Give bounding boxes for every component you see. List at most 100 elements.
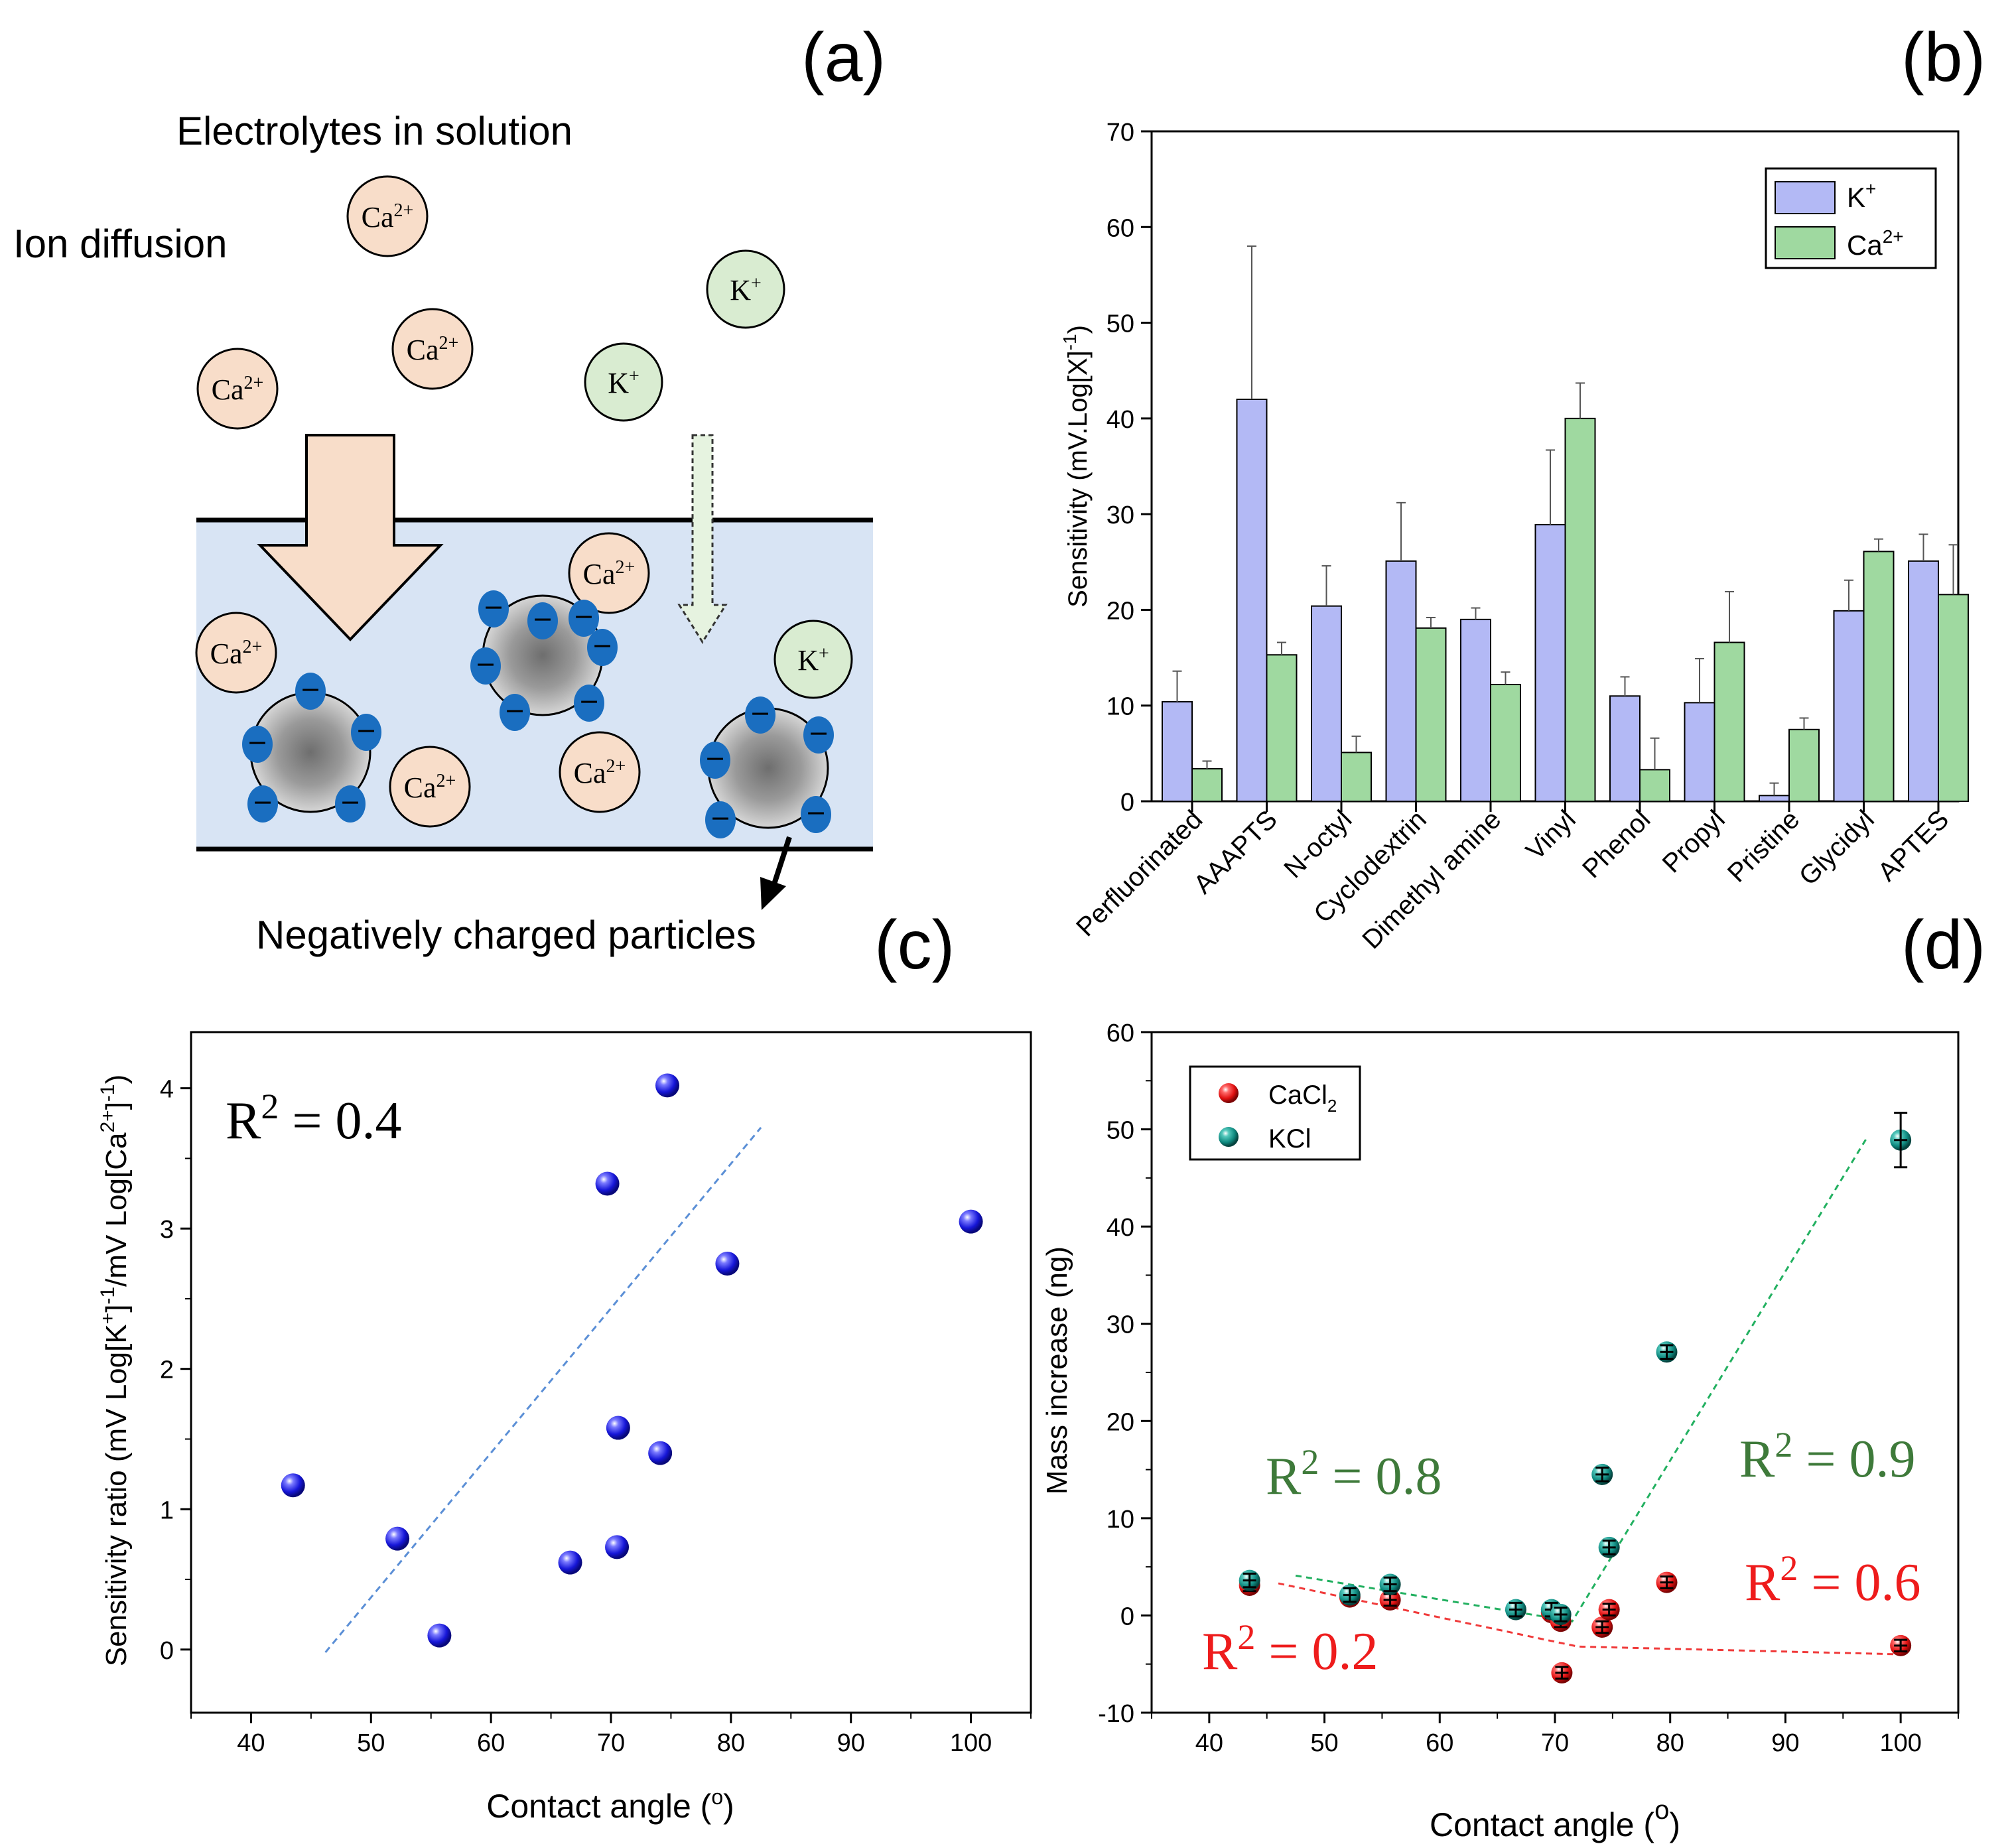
panel-label-a: (a) xyxy=(801,19,886,96)
legend-label-k: K xyxy=(1847,182,1865,213)
bar-chart-panel: 010203040506070PerfluorinatedAAAPTSN-oct… xyxy=(1059,119,1969,955)
x-tick-label: 40 xyxy=(237,1729,265,1757)
ratio-r2-annotation: R2 = 0.4 xyxy=(226,1087,401,1150)
svg-text:Ca2+: Ca2+ xyxy=(574,756,626,789)
ratio-x-axis-label: Contact angle (o) xyxy=(486,1785,734,1825)
negative-charge xyxy=(569,600,599,637)
ca-ion-label: Ca xyxy=(212,373,244,406)
data-point xyxy=(281,1473,305,1498)
panel-label-c: (c) xyxy=(874,907,955,984)
bar-ca xyxy=(1191,767,1223,803)
bar-k xyxy=(1385,560,1417,802)
ca-ion-charge: 2+ xyxy=(394,200,414,221)
mass-r2-kcl-high: R2 = 0.9 xyxy=(1739,1425,1915,1488)
negative-charge xyxy=(745,696,775,734)
ca-ion: Ca2+ xyxy=(391,308,474,390)
legend-label-ca-charge: 2+ xyxy=(1883,226,1904,247)
k-ion-label: K xyxy=(730,274,751,306)
mass-r2-kcl-low: R2 = 0.8 xyxy=(1266,1442,1442,1506)
schematic-panel: Electrolytes in solution Ion diffusion N… xyxy=(13,109,873,957)
data-point xyxy=(385,1526,410,1551)
negative-charge xyxy=(705,801,736,838)
minus-sign: − xyxy=(750,698,771,728)
bar-ca xyxy=(1788,728,1820,803)
svg-text:Ca2+: Ca2+ xyxy=(407,333,459,366)
bar-k xyxy=(1609,695,1641,803)
mass-legend-label-kcl: KCl xyxy=(1268,1124,1311,1154)
y-tick-label: 40 xyxy=(1107,406,1134,434)
negative-charge xyxy=(500,694,530,731)
sensitivity-ratio-panel: 40 50 60 70 80 90 100 0 1 2 3 4 R2 = 0.4 Contact an… xyxy=(97,1031,1032,1825)
x-tick-label: 70 xyxy=(1541,1729,1569,1757)
negative-charge xyxy=(574,685,604,722)
k-ion-label: K xyxy=(608,367,629,399)
ca-ion-charge: 2+ xyxy=(439,333,459,354)
electrolytes-title: Electrolytes in solution xyxy=(176,109,572,153)
minus-sign: − xyxy=(356,716,377,745)
fit-line-cacl2 xyxy=(1278,1582,1901,1656)
ca-ion-label: Ca xyxy=(210,637,243,670)
ca-ion: Ca2+ xyxy=(346,175,429,257)
minus-sign: − xyxy=(483,592,504,622)
negative-charge xyxy=(803,716,834,754)
y-tick-label: 70 xyxy=(1107,119,1134,147)
negative-charge xyxy=(700,742,730,779)
mass-legend-label-cacl2-sub: 2 xyxy=(1327,1096,1337,1116)
x-tick-label: 80 xyxy=(717,1729,745,1757)
bar-ca xyxy=(1266,654,1298,802)
ca-ion-charge: 2+ xyxy=(606,756,626,777)
x-tick-label: 100 xyxy=(1879,1729,1921,1757)
data-point xyxy=(648,1441,673,1465)
y-tick-label: 60 xyxy=(1107,1020,1134,1047)
y-tick-label: 60 xyxy=(1107,214,1134,242)
minus-sign: − xyxy=(592,631,613,660)
x-tick-label: 50 xyxy=(357,1729,385,1757)
minus-sign: − xyxy=(504,696,525,725)
bar-ca xyxy=(1639,769,1670,803)
bar-ca xyxy=(1564,417,1596,802)
x-tick-label: 60 xyxy=(477,1729,505,1757)
y-tick-label: 40 xyxy=(1107,1214,1134,1242)
negative-charge xyxy=(351,714,381,751)
y-tick-label: 0 xyxy=(1120,1603,1134,1630)
svg-text:Ca2+: Ca2+ xyxy=(404,771,456,804)
ca-ion: Ca2+ xyxy=(568,532,650,614)
pointer-arrow xyxy=(770,836,792,891)
minus-sign: − xyxy=(808,718,829,748)
data-point xyxy=(558,1550,582,1575)
minus-sign: − xyxy=(710,803,731,832)
negative-charge xyxy=(478,590,509,627)
bar-k xyxy=(1162,700,1193,803)
data-point xyxy=(655,1073,680,1098)
mass-increase-panel: 40 50 60 70 80 90 100 -10 0 10 20 30 40 50 60 CaCl2 KC… xyxy=(1041,1020,1960,1843)
svg-text:K+: K+ xyxy=(797,643,829,677)
data-point xyxy=(595,1171,620,1196)
ca-ion-charge: 2+ xyxy=(436,771,456,791)
bar-ca xyxy=(1490,683,1521,802)
data-point xyxy=(959,1209,983,1234)
k-ion-charge: + xyxy=(629,366,639,387)
y-tick-label: 4 xyxy=(160,1076,174,1104)
x-tick-label: 100 xyxy=(950,1729,992,1757)
fit-line-kcl xyxy=(1295,1138,1867,1622)
x-tick-label: Propyl xyxy=(1657,805,1731,878)
mass-legend-marker-kcl xyxy=(1219,1127,1239,1147)
bar-chart-legend: K+ Ca2+ xyxy=(1765,167,1937,269)
bar-ca xyxy=(1863,551,1895,803)
data-point xyxy=(715,1252,740,1276)
minus-sign: − xyxy=(532,604,553,633)
negative-charge xyxy=(335,785,366,823)
k-ion: K+ xyxy=(773,620,853,699)
ca-ion-label: Ca xyxy=(574,757,606,789)
negative-charge xyxy=(527,602,558,639)
y-tick-label: 20 xyxy=(1107,1408,1134,1436)
ca-ion-charge: 2+ xyxy=(244,373,264,393)
y-tick-label: 30 xyxy=(1107,501,1134,529)
svg-text:Ca2+: Ca2+ xyxy=(362,200,414,233)
bar-k xyxy=(1759,795,1790,803)
ca-ion-label: Ca xyxy=(407,334,439,366)
panel-label-d: (d) xyxy=(1901,907,1986,984)
y-tick-label: 50 xyxy=(1107,1117,1134,1145)
x-tick-label: 70 xyxy=(597,1729,625,1757)
